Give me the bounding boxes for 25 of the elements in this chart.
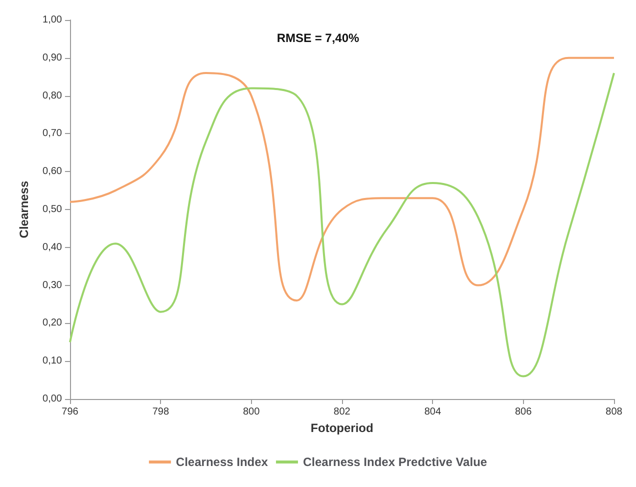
y-tick-label: 0,50 (42, 204, 62, 215)
y-tick-label: 0,80 (42, 90, 62, 102)
y-tick-label: 0,60 (42, 166, 62, 178)
x-tick-label: 806 (514, 406, 532, 418)
y-tick-label: 0,90 (42, 52, 62, 64)
line-series (69, 72, 615, 378)
x-tick-label: 808 (606, 406, 623, 418)
x-tick-label: 802 (334, 406, 351, 418)
annotation: RMSE = 7,40% (276, 31, 360, 45)
legend-label: Clearness Index (176, 455, 268, 469)
y-axis-title: Clearness (17, 180, 31, 238)
x-tick-label: 798 (152, 406, 170, 418)
y-tick-label: 1,00 (42, 14, 62, 26)
x-tick-label: 804 (424, 406, 442, 418)
x-axis-title: Fotoperiod (310, 420, 374, 435)
y-tick-label: 0,70 (42, 128, 62, 140)
x-tick-label: 796 (62, 406, 79, 418)
y-tick-label: 0,20 (42, 318, 62, 329)
x-tick-label: 800 (242, 406, 260, 418)
line-series (69, 56, 615, 302)
y-tick-label: 0,30 (42, 280, 62, 291)
y-tick-label: 0,40 (42, 242, 62, 253)
y-tick-label: 0,10 (42, 356, 62, 367)
y-tick-label: 0,00 (42, 394, 62, 404)
legend-label: Clearness Index Predctive Value (302, 455, 488, 469)
